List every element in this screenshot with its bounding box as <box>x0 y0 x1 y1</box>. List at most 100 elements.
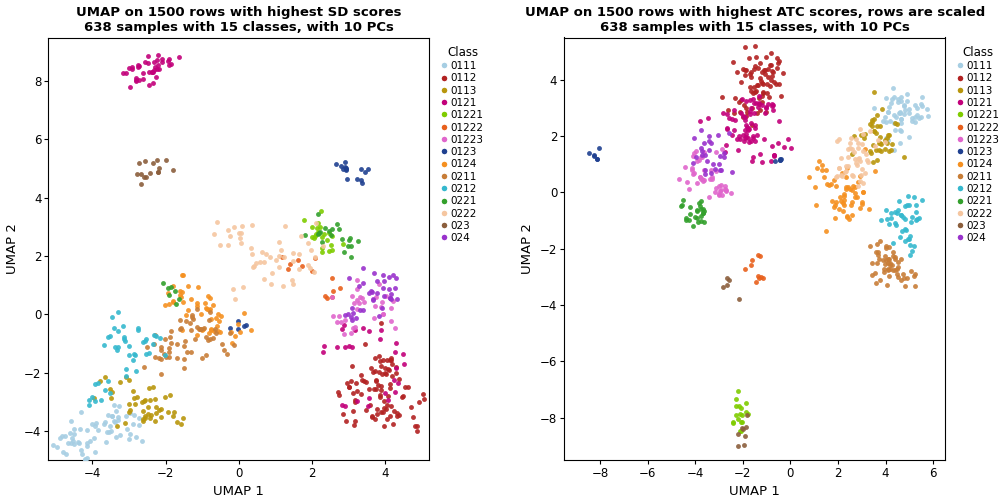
Point <box>137 350 153 358</box>
Point <box>741 54 757 62</box>
Point <box>361 327 377 335</box>
Point <box>907 282 923 290</box>
Point <box>136 397 152 405</box>
Point <box>166 287 182 295</box>
Point <box>333 319 349 327</box>
Point <box>765 68 781 76</box>
Point <box>389 295 405 303</box>
Point <box>384 271 400 279</box>
Point <box>110 308 126 316</box>
Point <box>868 129 884 137</box>
Point <box>334 325 350 333</box>
Point <box>336 247 352 256</box>
Point <box>701 137 717 145</box>
Point <box>850 178 866 186</box>
Point <box>101 428 117 436</box>
Point <box>177 311 194 319</box>
Point <box>718 141 734 149</box>
Point <box>725 418 741 426</box>
Point <box>325 232 341 240</box>
Point <box>843 201 859 209</box>
Point <box>673 201 689 209</box>
Point <box>743 87 759 95</box>
Point <box>839 185 855 194</box>
Point <box>309 219 326 227</box>
Point <box>87 422 103 430</box>
Point <box>906 193 922 201</box>
Point <box>367 354 383 362</box>
Point <box>891 197 907 205</box>
Point <box>379 356 395 364</box>
Point <box>415 390 431 398</box>
Point <box>337 402 353 410</box>
Point <box>587 151 603 159</box>
Point <box>208 326 224 334</box>
Point <box>746 83 762 91</box>
Point <box>202 294 218 302</box>
Point <box>772 155 788 163</box>
Point <box>730 430 746 438</box>
Point <box>365 368 381 376</box>
Point <box>695 147 711 155</box>
Point <box>122 83 138 91</box>
Point <box>162 391 178 399</box>
Point <box>152 335 168 343</box>
Point <box>121 376 137 384</box>
Point <box>843 134 859 142</box>
Point <box>876 265 892 273</box>
Point <box>764 68 780 76</box>
Point <box>140 52 156 60</box>
Point <box>319 294 335 302</box>
Point <box>829 172 845 180</box>
Point <box>894 226 910 234</box>
Point <box>355 305 371 313</box>
Point <box>386 375 402 384</box>
Point <box>54 432 71 440</box>
Point <box>748 278 764 286</box>
Point <box>718 185 734 193</box>
Point <box>377 364 393 372</box>
Point <box>581 149 597 157</box>
Point <box>874 105 890 113</box>
Point <box>128 76 144 84</box>
Point <box>168 418 184 426</box>
Point <box>904 247 920 255</box>
Point <box>118 412 134 420</box>
Legend: 0111, 0112, 0113, 0121, 01221, 01222, 01223, 0123, 0124, 0211, 0212, 0221, 0222,: 0111, 0112, 0113, 0121, 01221, 01222, 01… <box>955 43 1003 246</box>
Point <box>339 174 355 182</box>
Point <box>360 165 376 173</box>
Point <box>323 240 339 248</box>
Point <box>881 255 897 263</box>
Point <box>716 282 732 290</box>
Point <box>394 393 410 401</box>
Point <box>816 173 833 181</box>
Point <box>372 357 388 365</box>
Point <box>726 106 742 114</box>
Point <box>191 326 207 334</box>
Point <box>335 239 351 247</box>
Point <box>64 417 80 425</box>
Point <box>862 127 878 135</box>
Point <box>855 130 871 138</box>
Point <box>903 267 919 275</box>
Point <box>361 394 377 402</box>
Point <box>754 274 770 282</box>
Point <box>890 258 906 266</box>
Point <box>271 252 287 260</box>
Point <box>751 94 767 102</box>
Point <box>896 101 912 109</box>
Point <box>373 382 389 390</box>
Point <box>383 317 399 325</box>
Point <box>881 103 897 111</box>
Point <box>378 405 394 413</box>
Point <box>725 115 741 123</box>
Point <box>867 167 883 175</box>
Point <box>222 329 238 337</box>
Point <box>696 176 712 184</box>
Point <box>871 146 887 154</box>
Point <box>220 226 236 234</box>
Point <box>78 455 94 463</box>
Point <box>150 167 166 175</box>
Point <box>156 350 172 358</box>
Point <box>711 191 727 199</box>
